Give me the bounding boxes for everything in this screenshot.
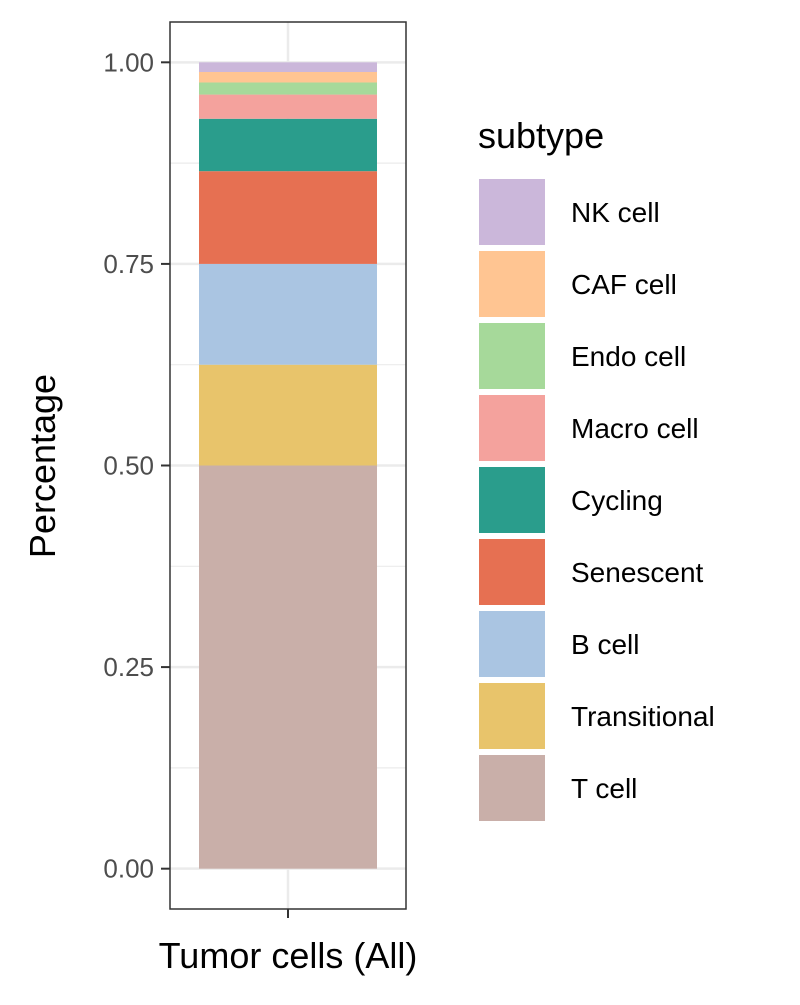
legend-label: B cell bbox=[571, 629, 639, 660]
bar-segments bbox=[199, 62, 377, 869]
y-tick-label: 1.00 bbox=[103, 47, 154, 77]
legend-title: subtype bbox=[478, 115, 604, 156]
bar-segment-caf-cell bbox=[199, 71, 377, 83]
bar-segment-b-cell bbox=[199, 263, 377, 365]
legend-key-endo-cell bbox=[479, 323, 545, 389]
bar-segment-nk-cell bbox=[199, 62, 377, 72]
legend-key-t-cell bbox=[479, 755, 545, 821]
y-tick-label: 0.00 bbox=[103, 854, 154, 884]
y-tick-label: 0.75 bbox=[103, 249, 154, 279]
legend-key-senescent bbox=[479, 539, 545, 605]
bar-segment-senescent bbox=[199, 171, 377, 264]
legend-label: T cell bbox=[571, 773, 637, 804]
bar-segment-t-cell bbox=[199, 465, 377, 869]
y-axis-title: Percentage bbox=[22, 374, 63, 558]
legend-key-macro-cell bbox=[479, 395, 545, 461]
y-tick-label: 0.25 bbox=[103, 652, 154, 682]
bar-segment-transitional bbox=[199, 364, 377, 466]
x-axis-title: Tumor cells (All) bbox=[159, 935, 418, 976]
legend-label: Macro cell bbox=[571, 413, 699, 444]
legend-label: Endo cell bbox=[571, 341, 686, 372]
legend-label: CAF cell bbox=[571, 269, 677, 300]
y-axis: 0.00 0.25 0.50 0.75 1.00 bbox=[103, 47, 170, 884]
legend-key-cycling bbox=[479, 467, 545, 533]
legend-label: Transitional bbox=[571, 701, 715, 732]
bar-segment-endo-cell bbox=[199, 82, 377, 95]
legend-label: Cycling bbox=[571, 485, 663, 516]
bar-segment-cycling bbox=[199, 118, 377, 172]
bar-segment-macro-cell bbox=[199, 94, 377, 119]
legend-key-nk-cell bbox=[479, 179, 545, 245]
legend-label: Senescent bbox=[571, 557, 704, 588]
legend-key-b-cell bbox=[479, 611, 545, 677]
legend-key-caf-cell bbox=[479, 251, 545, 317]
legend-key-transitional bbox=[479, 683, 545, 749]
legend: subtype NK cell CAF cell Endo cell Macro ce… bbox=[478, 115, 715, 821]
legend-label: NK cell bbox=[571, 197, 660, 228]
y-tick-label: 0.50 bbox=[103, 451, 154, 481]
